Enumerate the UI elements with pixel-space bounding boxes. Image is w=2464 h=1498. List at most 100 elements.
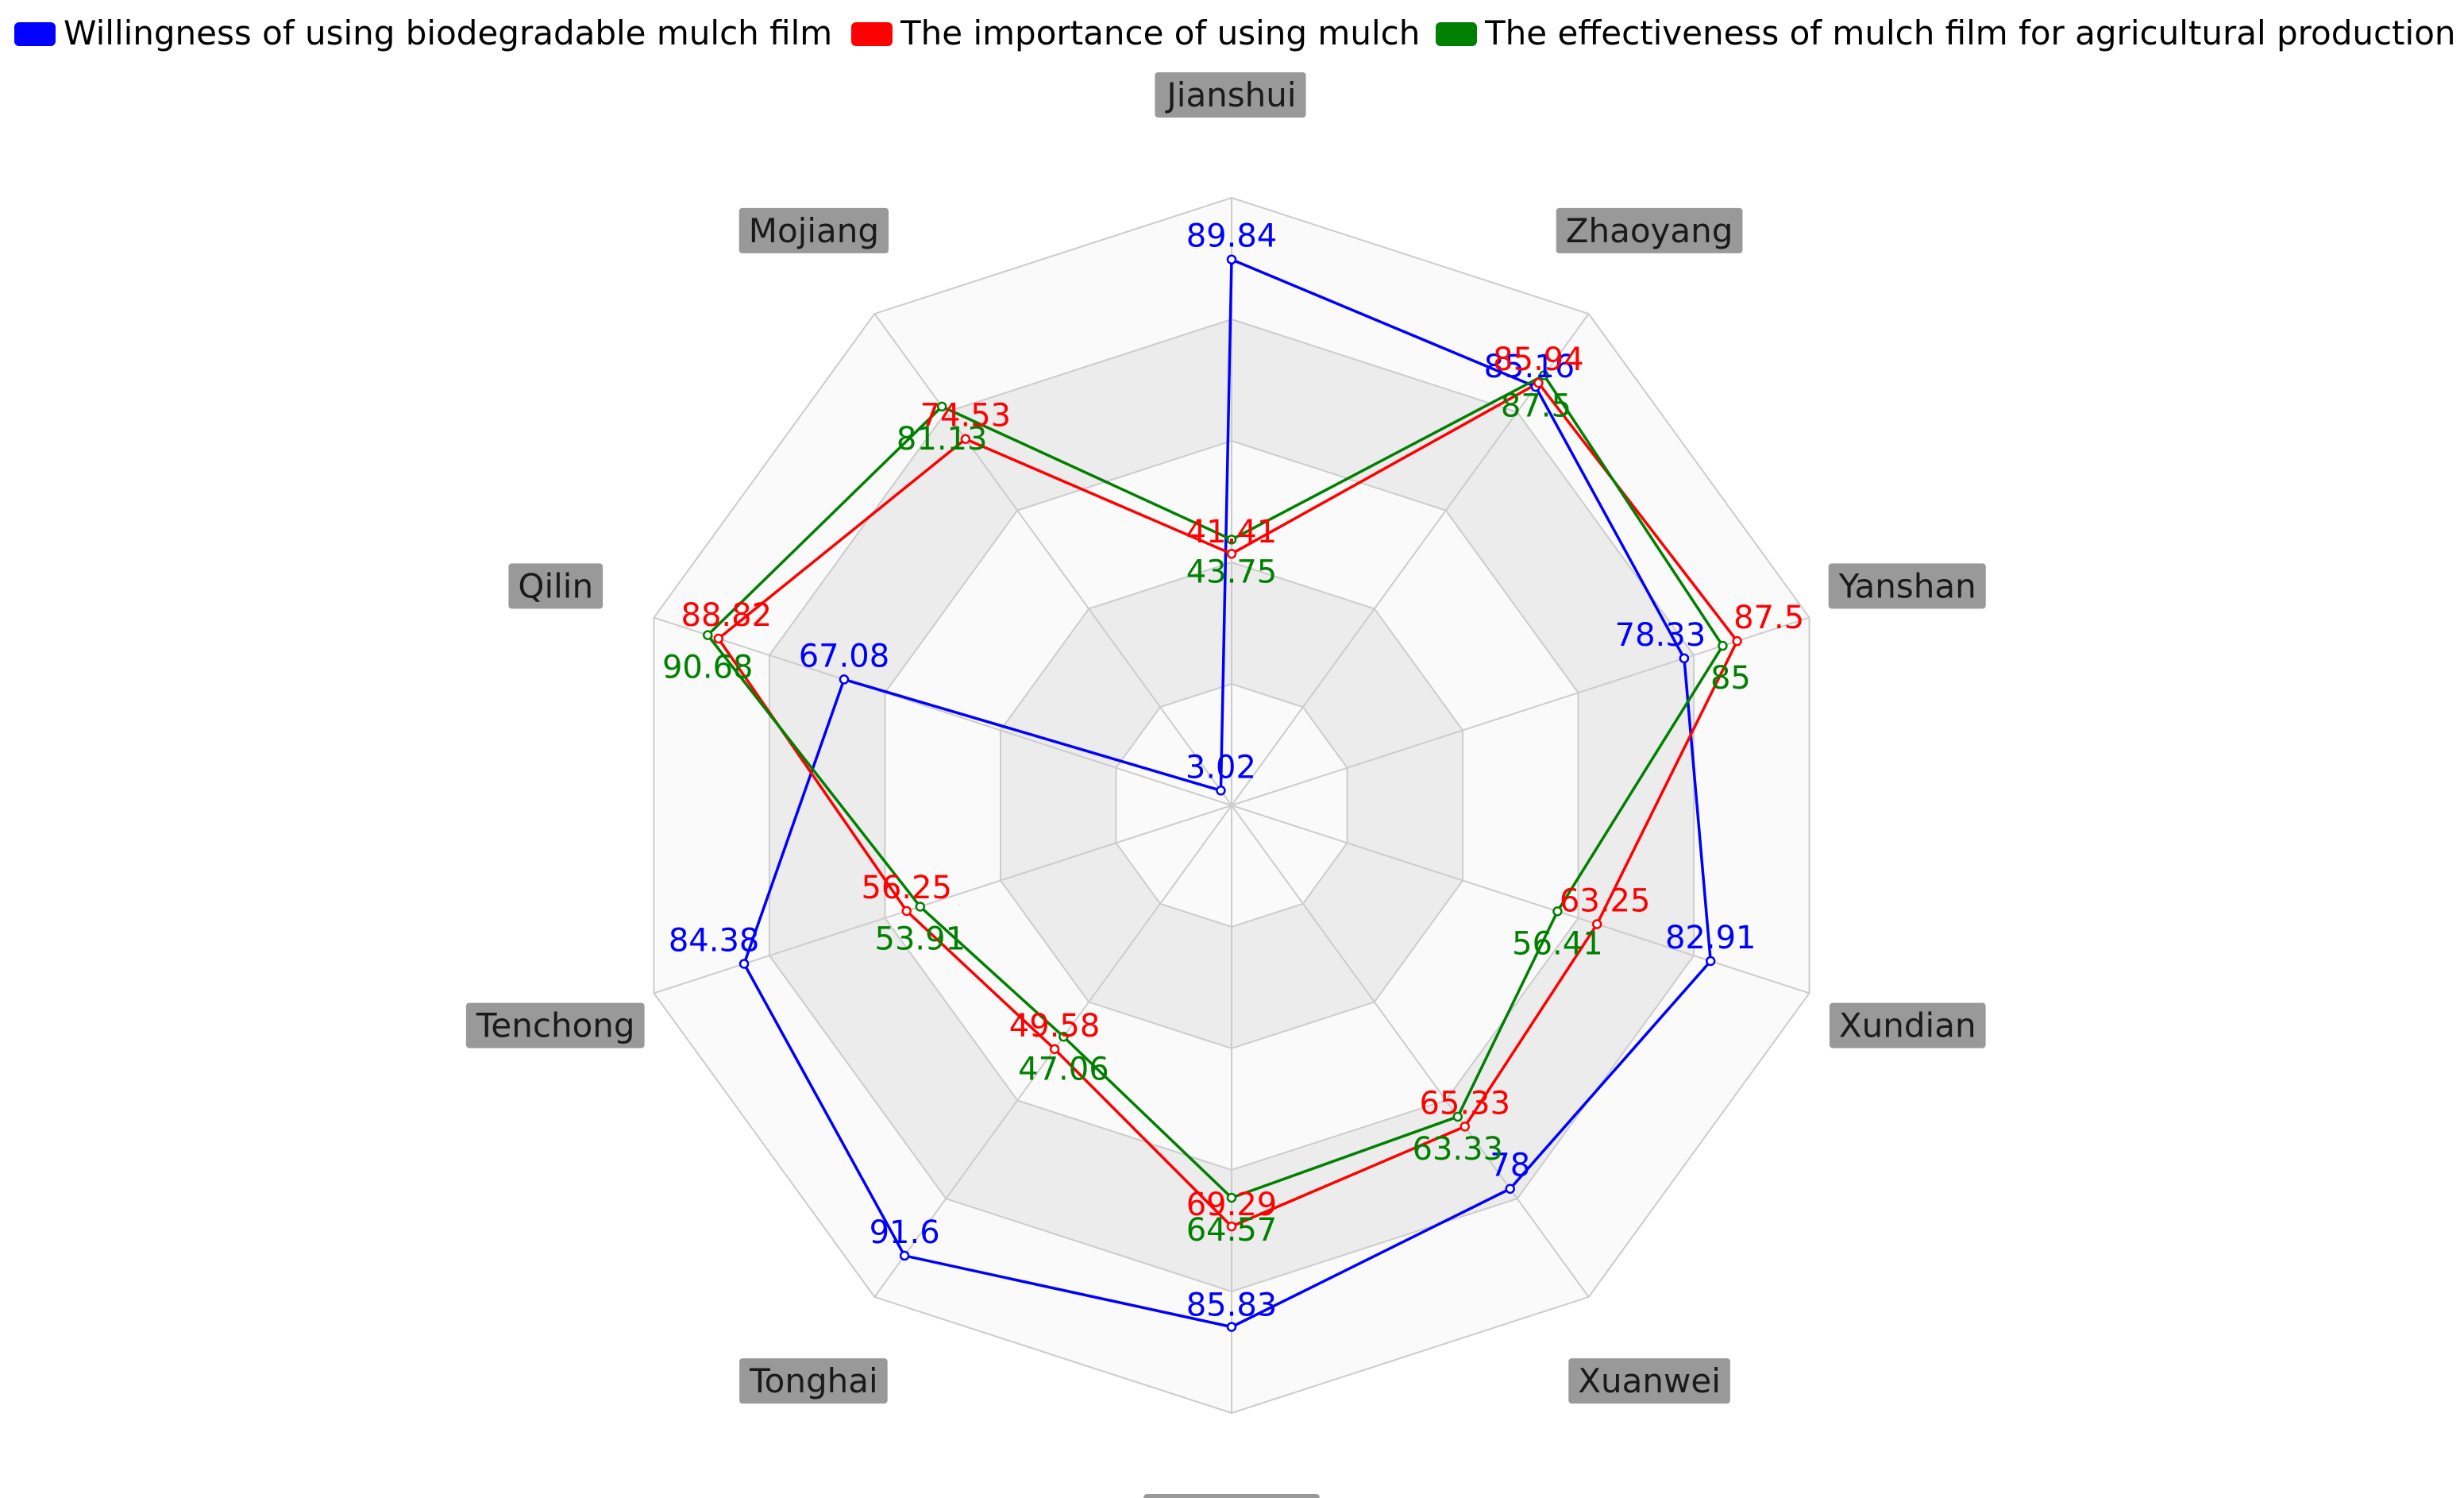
data-point-1-mojiang[interactable] xyxy=(1216,786,1226,796)
value-label-3-tenchong: 53.91 xyxy=(875,921,966,957)
legend-item-2[interactable]: The importance of using mulch xyxy=(851,14,1420,52)
data-point-3-xiangyun[interactable] xyxy=(1226,1192,1237,1203)
axis-label-box xyxy=(1143,1494,1320,1498)
value-label-3-xiangyun: 64.57 xyxy=(1186,1212,1278,1249)
value-label-2-qilin: 88.82 xyxy=(681,597,773,634)
data-point-1-jianshui[interactable] xyxy=(1226,254,1237,264)
axis-label-box xyxy=(738,207,889,253)
value-label-1-yanshan: 78.33 xyxy=(1615,617,1706,654)
axis-label-zhaoyang: Zhaoyang xyxy=(1556,207,1743,253)
legend-item-3[interactable]: The effectiveness of mulch film for agri… xyxy=(1436,14,2456,52)
axis-label-box xyxy=(1155,71,1306,118)
value-label-3-tonghai: 47.06 xyxy=(1018,1051,1109,1087)
axis-label-box xyxy=(465,1002,645,1048)
value-label-2-mojiang: 74.53 xyxy=(920,398,1012,434)
value-label-2-yanshan: 87.5 xyxy=(1733,600,1804,636)
value-label-3-jianshui: 43.75 xyxy=(1186,554,1278,590)
value-label-1-tonghai: 91.6 xyxy=(870,1214,940,1251)
axis-labels: Jianshui Zhaoyang Yanshan Xundian Xuanwei Xia… xyxy=(465,71,1986,1498)
value-label-2-xiangyun: 69.29 xyxy=(1186,1187,1278,1223)
value-label-3-xundian: 56.41 xyxy=(1512,925,1603,962)
axis-label-xuanwei: Xuanwei xyxy=(1568,1358,1730,1404)
legend-label: Willingness of using biodegradable mulch… xyxy=(64,14,832,52)
value-label-1-jianshui: 89.84 xyxy=(1186,218,1278,255)
axis-label-qilin: Qilin xyxy=(508,563,603,609)
axis-label-text: Tenchong xyxy=(476,1006,635,1045)
data-point-1-tonghai[interactable] xyxy=(899,1250,910,1261)
spoke-yanshan xyxy=(1231,616,1810,806)
value-label-1-xuanwei: 78 xyxy=(1490,1148,1530,1184)
value-label-3-yanshan: 85 xyxy=(1710,660,1751,697)
data-point-1-xiangyun[interactable] xyxy=(1226,1322,1237,1332)
spoke-xuanwei xyxy=(1231,805,1590,1298)
value-label-1-xundian: 82.91 xyxy=(1665,920,1756,956)
value-label-2-xundian: 63.25 xyxy=(1560,883,1651,920)
axis-label-text: Yanshan xyxy=(1838,566,1976,605)
data-point-3-jianshui[interactable] xyxy=(1226,535,1237,545)
value-label-3-xuanwei: 63.33 xyxy=(1413,1131,1504,1168)
data-point-1-xundian[interactable] xyxy=(1705,956,1716,967)
data-point-2-mojiang[interactable] xyxy=(960,434,971,444)
data-point-2-tonghai[interactable] xyxy=(1049,1044,1060,1055)
data-point-2-xuanwei[interactable] xyxy=(1460,1122,1471,1132)
axis-label-box xyxy=(1828,563,1986,609)
axis-label-xiangyun: Xiangyun xyxy=(1143,1494,1320,1498)
value-label-1-zhaoyang: 85.16 xyxy=(1484,349,1575,385)
axis-label-text: Xundian xyxy=(1839,1006,1976,1045)
value-label-1-tenchong: 84.38 xyxy=(669,922,760,959)
axis-label-yanshan: Yanshan xyxy=(1828,563,1986,609)
data-point-3-zhaoyang[interactable] xyxy=(1539,370,1549,380)
axis-label-box xyxy=(1556,207,1743,253)
value-label-3-mojiang: 81.13 xyxy=(897,421,988,458)
spoke-qilin xyxy=(654,616,1232,806)
legend-label: The effectiveness of mulch film for agri… xyxy=(1484,14,2456,52)
data-point-2-qilin[interactable] xyxy=(713,633,724,644)
data-point-1-xuanwei[interactable] xyxy=(1505,1183,1515,1194)
series-points xyxy=(703,254,1742,1332)
data-point-1-yanshan[interactable] xyxy=(1679,653,1690,664)
axis-label-text: Xuanwei xyxy=(1578,1361,1721,1400)
data-point-3-tenchong[interactable] xyxy=(915,902,926,912)
value-label-1-xiangyun: 85.83 xyxy=(1186,1288,1278,1324)
axis-label-box xyxy=(508,563,603,609)
axis-label-tonghai: Tonghai xyxy=(739,1358,888,1404)
axis-label-box xyxy=(739,1358,888,1404)
legend-item-1[interactable]: Willingness of using biodegradable mulch… xyxy=(14,14,832,52)
value-label-2-jianshui: 41.41 xyxy=(1186,514,1278,550)
axis-label-text: Jianshui xyxy=(1164,75,1296,114)
data-point-2-zhaoyang[interactable] xyxy=(1533,377,1544,388)
data-point-2-yanshan[interactable] xyxy=(1732,635,1742,647)
axis-label-mojiang: Mojiang xyxy=(738,207,889,253)
value-label-3-zhaoyang: 87.5 xyxy=(1501,388,1571,424)
value-label-3-qilin: 90.68 xyxy=(662,650,754,686)
value-label-1-qilin: 67.08 xyxy=(799,638,890,674)
axis-label-text: Mojiang xyxy=(749,211,879,250)
legend-swatch xyxy=(14,22,56,46)
spoke-tenchong xyxy=(654,805,1232,994)
data-point-2-xiangyun[interactable] xyxy=(1226,1221,1237,1232)
legend: Willingness of using biodegradable mulch… xyxy=(14,14,2456,52)
legend-label: The importance of using mulch xyxy=(900,14,1420,52)
data-point-1-tenchong[interactable] xyxy=(738,959,750,969)
data-point-2-tenchong[interactable] xyxy=(901,905,912,917)
data-point-3-qilin[interactable] xyxy=(703,630,713,640)
radar-spokes xyxy=(654,198,1810,1413)
value-label-2-xuanwei: 65.33 xyxy=(1420,1085,1511,1122)
value-label-1-mojiang: 3.02 xyxy=(1186,749,1256,786)
legend-swatch xyxy=(1436,22,1477,46)
data-point-2-xundian[interactable] xyxy=(1591,919,1602,929)
axis-label-xundian: Xundian xyxy=(1829,1002,1986,1048)
axis-label-jianshui: Jianshui xyxy=(1155,71,1306,118)
data-point-3-yanshan[interactable] xyxy=(1718,640,1728,651)
data-point-3-xuanwei[interactable] xyxy=(1452,1111,1463,1122)
axis-label-box xyxy=(1568,1358,1730,1404)
data-point-2-jianshui[interactable] xyxy=(1226,548,1237,559)
axis-label-text: Qilin xyxy=(518,566,593,605)
value-label-2-zhaoyang: 85.94 xyxy=(1493,342,1584,378)
data-point-1-qilin[interactable] xyxy=(839,674,850,685)
data-point-3-tonghai[interactable] xyxy=(1058,1032,1069,1042)
value-label-2-tonghai: 49.58 xyxy=(1009,1008,1101,1044)
data-point-3-xundian[interactable] xyxy=(1552,906,1563,917)
data-point-3-mojiang[interactable] xyxy=(936,401,947,412)
